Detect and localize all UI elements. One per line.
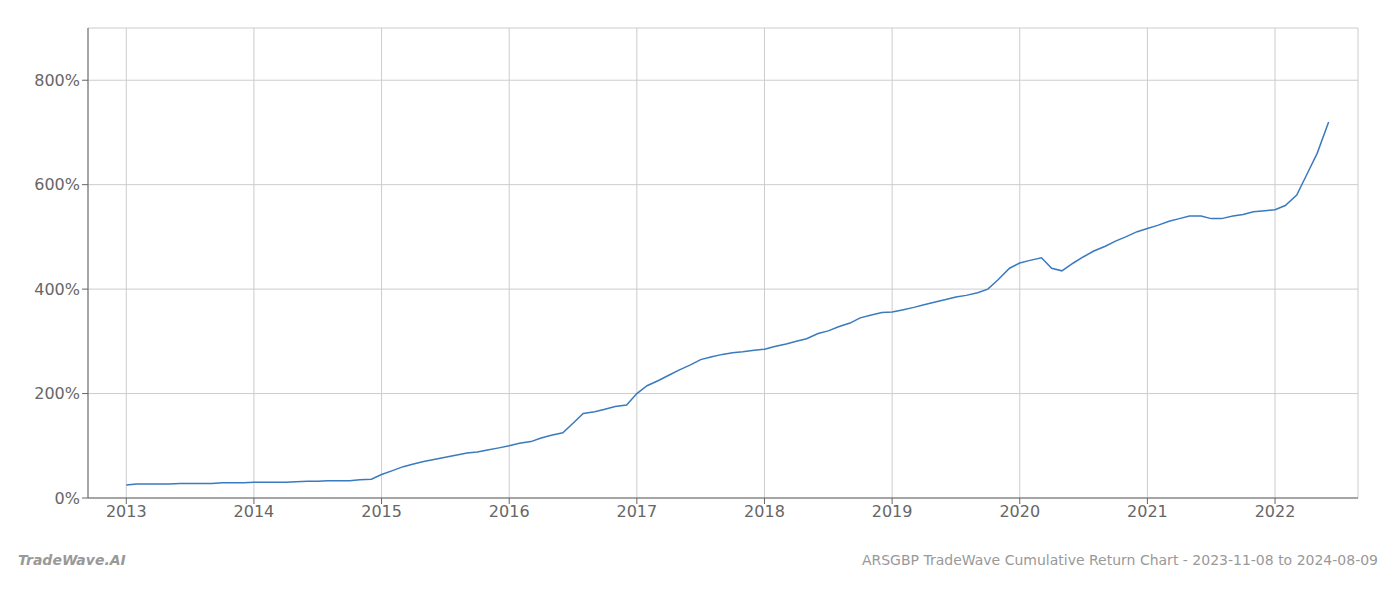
svg-text:2022: 2022 (1255, 502, 1296, 521)
html-text:ARSGBP TradeWave Cumulative Re: ARSGBP TradeWave Cumulative Return Chart… (861, 552, 1378, 568)
svg-text:2018: 2018 (744, 502, 785, 521)
svg-text:0%: 0% (55, 489, 80, 508)
svg-text:200%: 200% (34, 384, 80, 403)
svg-text:2017: 2017 (616, 502, 657, 521)
svg-text:600%: 600% (34, 175, 80, 194)
html-text:TradeWave.AI: TradeWave.AI (18, 552, 126, 568)
svg-text:2014: 2014 (234, 502, 275, 521)
svg-text:2021: 2021 (1127, 502, 1168, 521)
svg-text:800%: 800% (34, 71, 80, 90)
svg-text:2013: 2013 (106, 502, 147, 521)
svg-text:2019: 2019 (872, 502, 913, 521)
svg-text:2020: 2020 (999, 502, 1040, 521)
svg-text:2015: 2015 (361, 502, 402, 521)
svg-text:400%: 400% (34, 280, 80, 299)
svg-text:2016: 2016 (489, 502, 530, 521)
